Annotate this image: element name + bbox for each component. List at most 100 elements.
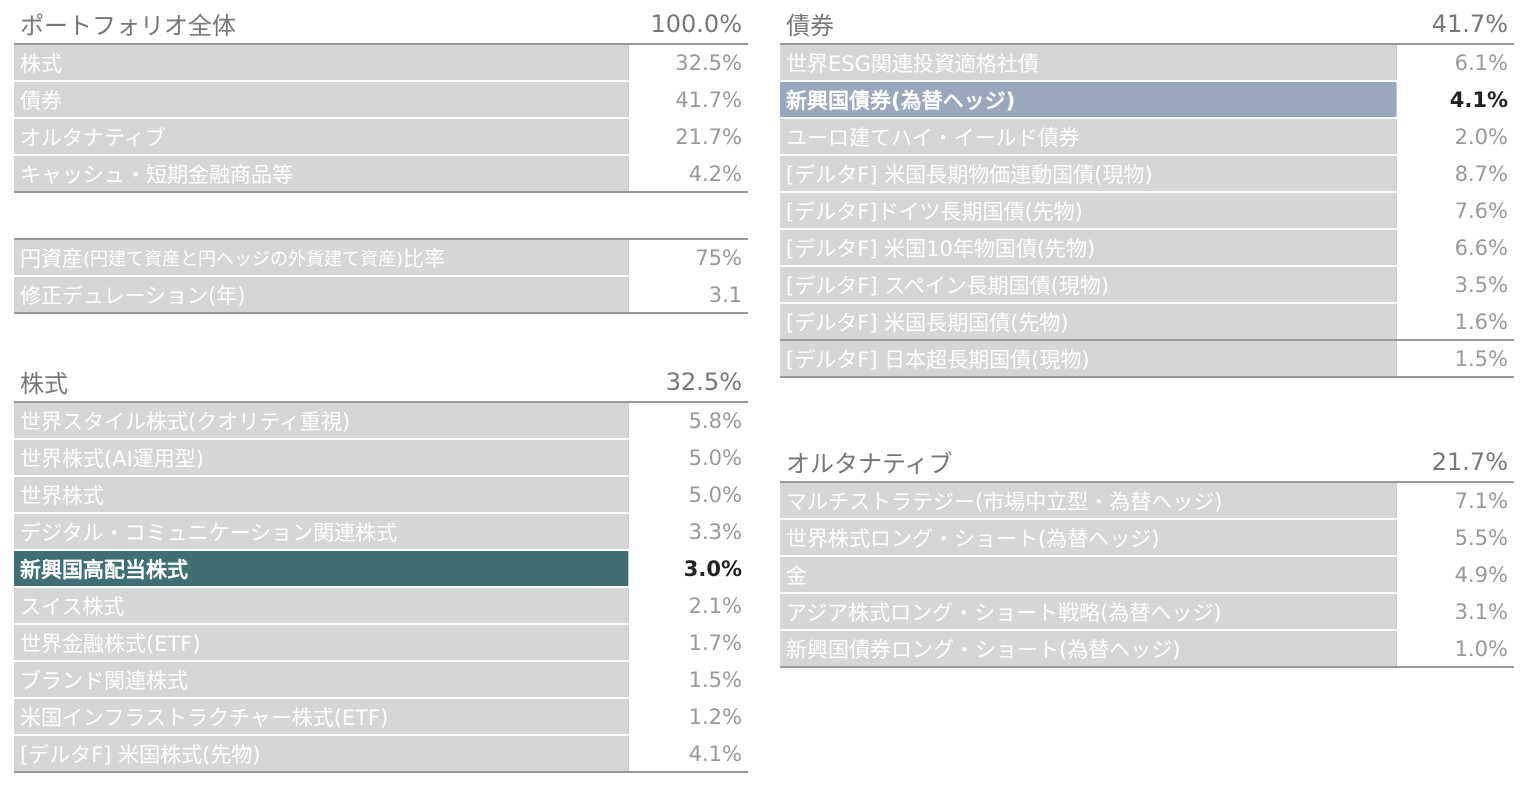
portfolio-table: ポートフォリオ全体 100.0% 株式 32.5% 債券 41.7% オルタナテ… [14,4,748,193]
table-row: [デルタF] 米国株式(先物) 4.1% [14,736,748,773]
row-value: 5.0% [628,440,748,475]
bonds-total: 41.7% [1431,9,1508,38]
row-label: 世界株式(AI運用型) [14,440,628,475]
table-row: [デルタF] スペイン長期国債(現物) 3.5% [780,267,1514,304]
row-value: 1.0% [1396,631,1514,666]
row-value: 3.3% [628,514,748,549]
portfolio-title: ポートフォリオ全体 [20,12,236,40]
table-row: 世界株式 5.0% [14,477,748,514]
label-main: 円資産 [20,246,83,271]
row-value: 7.1% [1396,483,1514,518]
row-label: オルタナティブ [14,119,628,154]
table-row: キャッシュ・短期金融商品等 4.2% [14,156,748,193]
row-value: 6.1% [1396,45,1514,80]
row-value: 8.7% [1396,156,1514,191]
row-value: 7.6% [1396,193,1514,228]
alternatives-header: オルタナティブ 21.7% [780,442,1514,483]
row-value: 75% [628,240,748,275]
row-label: 米国インフラストラクチャー株式(ETF) [14,699,628,734]
bonds-title: 債券 [786,12,834,40]
table-row: 世界金融株式(ETF) 1.7% [14,625,748,662]
row-value: 4.1% [1396,82,1514,117]
row-label: 修正デュレーション(年) [14,277,628,312]
row-label: [デルタF]ドイツ長期国債(先物) [780,193,1396,228]
row-value: 1.7% [628,625,748,660]
row-value: 21.7% [628,119,748,154]
table-row: 修正デュレーション(年) 3.1 [14,277,748,314]
equity-title: 株式 [20,370,68,398]
table-row: デジタル・コミュニケーション関連株式 3.3% [14,514,748,551]
row-label: 世界株式 [14,477,628,512]
table-row: 世界スタイル株式(クオリティ重視) 5.8% [14,403,748,440]
table-row-highlighted: 新興国債券(為替ヘッジ) 4.1% [780,82,1514,119]
table-row: [デルタF] 日本超長期国債(現物) 1.5% [780,341,1514,378]
row-label: 新興国高配当株式 [14,551,628,586]
table-row: [デルタF] 米国長期国債(先物) 1.6% [780,304,1514,341]
label-suffix: 比率 [403,246,446,271]
row-value: 32.5% [628,45,748,80]
alternatives-table: オルタナティブ 21.7% マルチストラテジー(市場中立型・為替ヘッジ) 7.1%… [780,442,1514,668]
row-label: [デルタF] 米国長期国債(先物) [780,304,1396,339]
row-label: [デルタF] スペイン長期国債(現物) [780,267,1396,302]
table-row: 世界株式(AI運用型) 5.0% [14,440,748,477]
table-row: 株式 32.5% [14,45,748,82]
portfolio-total: 100.0% [650,9,742,38]
row-value: 5.5% [1396,520,1514,555]
table-row: [デルタF] 米国10年物国債(先物) 6.6% [780,230,1514,267]
row-label: ユーロ建てハイ・イールド債券 [780,119,1396,154]
table-row: 世界ESG関連投資適格社債 6.1% [780,45,1514,82]
row-label: 世界スタイル株式(クオリティ重視) [14,403,628,438]
row-value: 41.7% [628,82,748,117]
row-value: 1.6% [1396,304,1514,339]
row-label: 新興国債券ロング・ショート(為替ヘッジ) [780,631,1396,666]
table-row: スイス株式 2.1% [14,588,748,625]
label-note: (円建て資産と円ヘッジの外貨建て資産) [83,248,404,270]
row-value: 5.0% [628,477,748,512]
row-value: 1.2% [628,699,748,734]
row-label: マルチストラテジー(市場中立型・為替ヘッジ) [780,483,1396,518]
row-label: 新興国債券(為替ヘッジ) [780,82,1396,117]
table-row: マルチストラテジー(市場中立型・為替ヘッジ) 7.1% [780,483,1514,520]
table-row: 金 4.9% [780,557,1514,594]
row-label: 円資産 (円建て資産と円ヘッジの外貨建て資産) 比率 [14,240,628,275]
row-label: 金 [780,557,1396,592]
row-label: 世界ESG関連投資適格社債 [780,45,1396,80]
table-row: 新興国債券ロング・ショート(為替ヘッジ) 1.0% [780,631,1514,668]
bonds-table: 債券 41.7% 世界ESG関連投資適格社債 6.1% 新興国債券(為替ヘッジ) 4… [780,4,1514,378]
row-label: デジタル・コミュニケーション関連株式 [14,514,628,549]
equity-header: 株式 32.5% [14,362,748,403]
table-row: [デルタF] 米国長期物価連動国債(現物) 8.7% [780,156,1514,193]
table-row: 米国インフラストラクチャー株式(ETF) 1.2% [14,699,748,736]
table-row: 円資産 (円建て資産と円ヘッジの外貨建て資産) 比率 75% [14,240,748,277]
table-row: 債券 41.7% [14,82,748,119]
alternatives-title: オルタナティブ [786,450,953,478]
row-value: 4.9% [1396,557,1514,592]
table-row-highlighted: 新興国高配当株式 3.0% [14,551,748,588]
row-value: 3.1% [1396,594,1514,629]
row-value: 6.6% [1396,230,1514,265]
row-value: 3.5% [1396,267,1514,302]
alternatives-total: 21.7% [1431,447,1508,476]
row-value: 4.1% [628,736,748,771]
table-row: ブランド関連株式 1.5% [14,662,748,699]
row-label: 世界金融株式(ETF) [14,625,628,660]
row-label: [デルタF] 日本超長期国債(現物) [780,341,1396,376]
row-label: 債券 [14,82,628,117]
equity-table: 株式 32.5% 世界スタイル株式(クオリティ重視) 5.8% 世界株式(AI運用… [14,362,748,773]
table-row: [デルタF]ドイツ長期国債(先物) 7.6% [780,193,1514,230]
table-row: 世界株式ロング・ショート(為替ヘッジ) 5.5% [780,520,1514,557]
bonds-header: 債券 41.7% [780,4,1514,45]
row-value: 1.5% [1396,341,1514,376]
portfolio-header: ポートフォリオ全体 100.0% [14,4,748,45]
row-value: 1.5% [628,662,748,697]
row-label: 株式 [14,45,628,80]
row-label: [デルタF] 米国株式(先物) [14,736,628,771]
row-label: 世界株式ロング・ショート(為替ヘッジ) [780,520,1396,555]
row-value: 4.2% [628,156,748,191]
row-value: 2.0% [1396,119,1514,154]
table-row: ユーロ建てハイ・イールド債券 2.0% [780,119,1514,156]
row-label: ブランド関連株式 [14,662,628,697]
row-label: [デルタF] 米国10年物国債(先物) [780,230,1396,265]
equity-total: 32.5% [665,367,742,396]
row-value: 2.1% [628,588,748,623]
